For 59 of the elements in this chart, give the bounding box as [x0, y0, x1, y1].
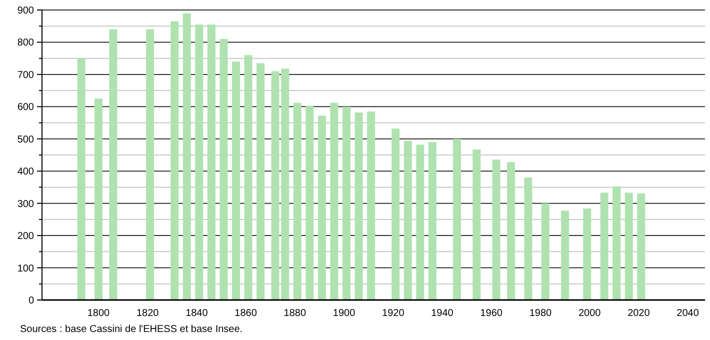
x-tick-label: 1900 [332, 308, 356, 319]
bar [244, 55, 252, 300]
bar [392, 128, 400, 300]
bar [207, 24, 216, 300]
x-tick-label: 1800 [87, 308, 110, 319]
y-tick-label: 200 [17, 231, 34, 242]
bar [472, 150, 481, 300]
y-tick-label: 600 [17, 102, 34, 114]
bar [146, 29, 154, 300]
bar [624, 192, 633, 300]
bar [342, 106, 350, 300]
bar [232, 62, 240, 300]
bar [220, 39, 228, 300]
bar [612, 186, 621, 300]
bar [94, 98, 102, 300]
x-tick-label: 1880 [284, 308, 306, 319]
x-tick-label: 2000 [578, 308, 602, 319]
bar [583, 208, 592, 300]
bar [354, 112, 363, 300]
y-tick-label: 900 [17, 6, 34, 16]
bar [77, 58, 86, 300]
y-tick-label: 300 [17, 198, 34, 210]
bar [416, 144, 424, 300]
x-tick-label: 1920 [382, 308, 405, 319]
bar [507, 162, 516, 300]
bar [541, 203, 550, 300]
bar [195, 24, 204, 300]
x-tick-label: 1820 [136, 308, 160, 319]
source-note: Sources : base Cassini de l'EHESS et base Insee. [20, 324, 243, 335]
bar [318, 116, 326, 300]
y-tick-label: 800 [17, 38, 34, 49]
bar [637, 193, 646, 300]
bar [600, 192, 608, 300]
bar [293, 102, 302, 300]
bar [170, 21, 179, 300]
bar [367, 112, 376, 300]
y-tick-label: 400 [17, 166, 34, 178]
bar [306, 106, 314, 300]
bar [428, 142, 436, 300]
bar [330, 102, 338, 300]
y-tick-label: 100 [17, 263, 34, 274]
bar [404, 140, 412, 300]
x-tick-label: 1980 [529, 308, 552, 319]
bar [256, 63, 265, 300]
bar [524, 178, 532, 300]
y-tick-label: 500 [17, 134, 34, 146]
bar [492, 160, 500, 300]
x-tick-label: 1940 [431, 308, 454, 319]
y-tick-label: 0 [28, 296, 34, 306]
x-tick-label: 2020 [628, 308, 650, 319]
bar [182, 13, 191, 300]
bar [561, 210, 570, 300]
x-tick-label: 1860 [234, 308, 258, 319]
x-tick-label: 1960 [480, 308, 503, 319]
x-tick-label: 1840 [186, 308, 208, 319]
y-tick-label: 700 [17, 70, 34, 81]
bar [452, 138, 461, 300]
bar [109, 29, 118, 300]
x-tick-label: 2040 [676, 308, 700, 319]
